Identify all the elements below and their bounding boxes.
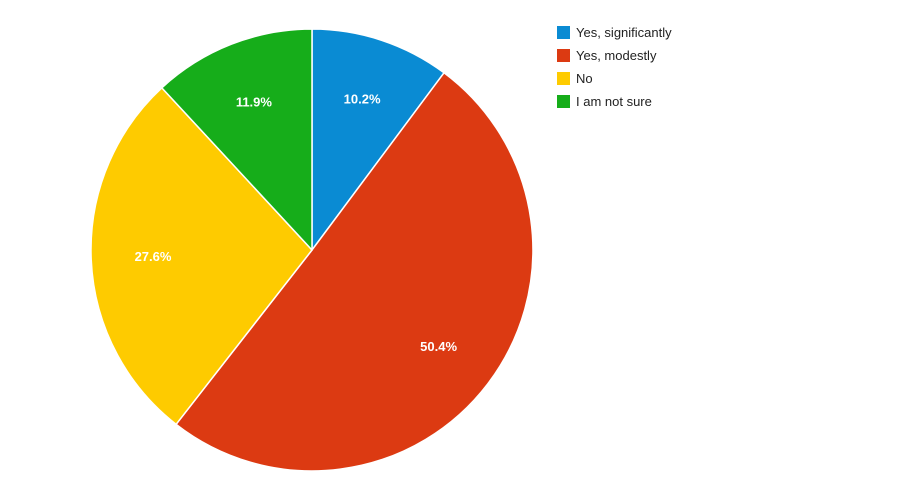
pie-slice-label-i-am-not-sure: 11.9% <box>236 94 273 109</box>
pie-slice-label-no: 27.6% <box>135 249 172 264</box>
legend-item-yes-modestly[interactable]: Yes, modestly <box>557 48 672 63</box>
pie-slice-label-yes-modestly: 50.4% <box>420 339 457 354</box>
legend-label: I am not sure <box>576 94 652 109</box>
legend-swatch <box>557 95 570 108</box>
pie-slice-yes-significantly[interactable] <box>311 28 445 251</box>
legend-item-no[interactable]: No <box>557 71 672 86</box>
legend-label: Yes, significantly <box>576 25 672 40</box>
legend-label: No <box>576 71 593 86</box>
pie-slice-i-am-not-sure[interactable] <box>161 28 313 251</box>
legend-swatch <box>557 26 570 39</box>
legend-item-i-am-not-sure[interactable]: I am not sure <box>557 94 672 109</box>
pie-slice-no[interactable] <box>90 87 313 426</box>
pie-slice-labels: 10.2% 50.4% 27.6% 11.9% <box>135 92 458 355</box>
legend-item-yes-significantly[interactable]: Yes, significantly <box>557 25 672 40</box>
legend-swatch <box>557 49 570 62</box>
legend-label: Yes, modestly <box>576 48 657 63</box>
pie-slice-yes-modestly[interactable] <box>175 72 534 472</box>
pie-slice-label-yes-significantly: 10.2% <box>344 92 381 107</box>
pie-slices <box>90 28 534 472</box>
legend-swatch <box>557 72 570 85</box>
legend: Yes, significantly Yes, modestly No I am… <box>557 25 672 117</box>
